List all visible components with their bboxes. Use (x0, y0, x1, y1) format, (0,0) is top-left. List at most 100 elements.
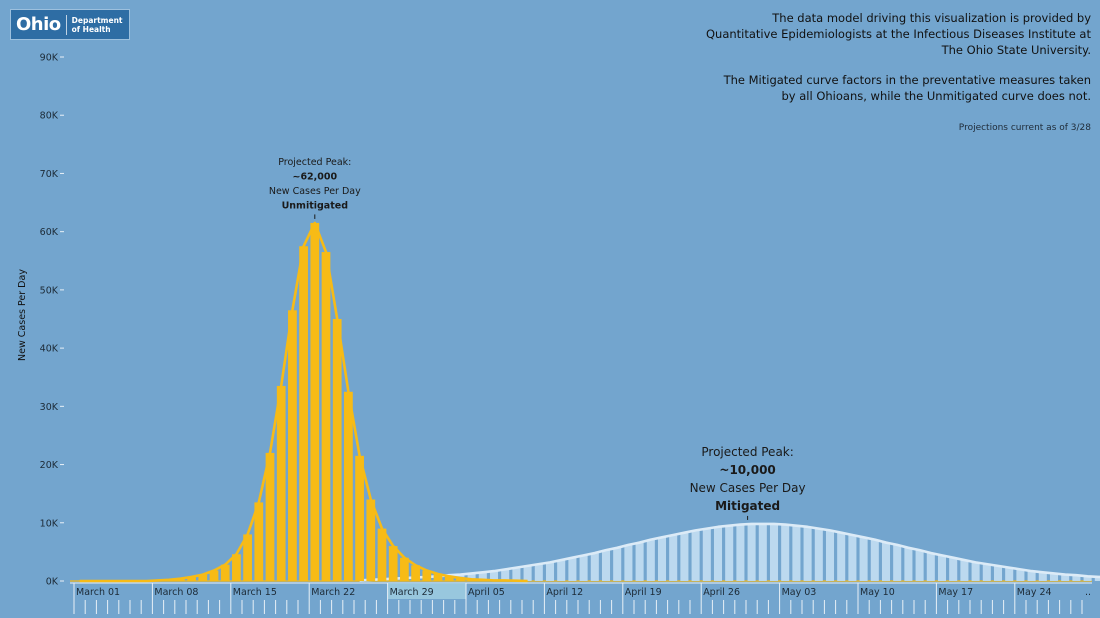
bar-unmitigated[interactable] (355, 455, 364, 581)
bar-unmitigated[interactable] (254, 502, 264, 581)
bar-mitigated[interactable] (669, 535, 678, 581)
bar-mitigated[interactable] (859, 537, 868, 581)
bar-unmitigated[interactable] (220, 564, 230, 581)
bar-mitigated[interactable] (624, 544, 633, 581)
bar-unmitigated[interactable] (400, 557, 409, 581)
bar-mitigated[interactable] (792, 525, 801, 581)
bar-unmitigated[interactable] (388, 546, 398, 581)
bar-unmitigated[interactable] (265, 452, 275, 581)
bar-mitigated[interactable] (1094, 576, 1100, 581)
bar-mitigated[interactable] (557, 560, 566, 581)
bar-mitigated[interactable] (512, 567, 521, 581)
x-tick-label[interactable]: March 08 (154, 587, 198, 598)
bar-mitigated[interactable] (702, 528, 711, 581)
bar-mitigated[interactable] (848, 535, 857, 581)
bar-unmitigated[interactable] (198, 574, 208, 581)
bar-mitigated[interactable] (478, 572, 487, 581)
bar-mitigated[interactable] (579, 555, 588, 581)
bar-unmitigated[interactable] (377, 528, 387, 581)
bar-unmitigated[interactable] (209, 570, 219, 581)
bar-mitigated[interactable] (691, 530, 700, 581)
bar-mitigated[interactable] (1038, 572, 1047, 581)
bar-mitigated[interactable] (545, 562, 555, 581)
bar-mitigated[interactable] (1049, 573, 1059, 581)
bar-mitigated[interactable] (870, 539, 879, 581)
bar-mitigated[interactable] (1061, 574, 1070, 581)
bar-mitigated[interactable] (1016, 569, 1025, 581)
x-axis-selected-week[interactable] (387, 583, 466, 599)
x-tick-label[interactable]: April 12 (546, 587, 583, 598)
x-tick-label[interactable]: March 22 (311, 587, 355, 598)
bar-mitigated[interactable] (825, 530, 835, 581)
bar-unmitigated[interactable] (411, 565, 420, 581)
bar-mitigated[interactable] (1072, 575, 1081, 581)
bar-unmitigated[interactable] (288, 310, 297, 581)
bar-mitigated[interactable] (960, 560, 969, 581)
x-tick-label[interactable]: March 01 (76, 587, 120, 598)
bar-mitigated[interactable] (769, 523, 779, 581)
x-tick-label[interactable]: April 05 (468, 587, 505, 598)
bar-mitigated[interactable] (971, 562, 980, 581)
bar-unmitigated[interactable] (321, 252, 331, 582)
bar-unmitigated[interactable] (456, 578, 465, 581)
mitigated-series[interactable] (355, 522, 1100, 582)
x-tick-label[interactable]: May 24 (1017, 587, 1052, 598)
bar-mitigated[interactable] (657, 537, 667, 581)
bar-mitigated[interactable] (803, 526, 812, 581)
bar-mitigated[interactable] (937, 555, 947, 581)
bar-unmitigated[interactable] (299, 246, 308, 581)
bar-mitigated[interactable] (904, 547, 913, 581)
x-tick-label[interactable]: May 03 (782, 587, 817, 598)
bar-mitigated[interactable] (725, 525, 734, 581)
bar-unmitigated[interactable] (310, 222, 320, 581)
bar-unmitigated[interactable] (187, 576, 196, 581)
x-tick-label[interactable]: May 17 (938, 587, 973, 598)
bar-unmitigated[interactable] (243, 534, 252, 581)
bar-mitigated[interactable] (982, 564, 991, 581)
bar-mitigated[interactable] (1005, 567, 1014, 581)
bar-unmitigated[interactable] (433, 574, 443, 581)
bar-mitigated[interactable] (993, 565, 1003, 581)
x-tick-label[interactable]: March 15 (233, 587, 277, 598)
bar-mitigated[interactable] (635, 542, 644, 581)
bar-unmitigated[interactable] (332, 319, 342, 581)
bar-mitigated[interactable] (747, 523, 756, 581)
bar-mitigated[interactable] (568, 557, 577, 581)
bar-mitigated[interactable] (814, 528, 823, 581)
x-axis[interactable]: March 01 March 08 March 15 March 22 March 29… (70, 582, 1092, 614)
bar-mitigated[interactable] (680, 532, 689, 581)
bar-mitigated[interactable] (534, 564, 543, 581)
bar-mitigated[interactable] (881, 542, 891, 581)
bar-unmitigated[interactable] (276, 385, 286, 581)
bar-mitigated[interactable] (758, 523, 767, 581)
bar-mitigated[interactable] (467, 573, 476, 581)
bar-mitigated[interactable] (736, 524, 745, 581)
x-tick-label[interactable]: .. (1085, 587, 1091, 598)
bar-mitigated[interactable] (501, 569, 510, 581)
x-tick-label[interactable]: April 19 (625, 587, 662, 598)
bar-mitigated[interactable] (590, 553, 599, 581)
bar-mitigated[interactable] (781, 524, 790, 581)
bar-mitigated[interactable] (523, 565, 532, 581)
bar-mitigated[interactable] (893, 544, 902, 581)
bar-unmitigated[interactable] (344, 391, 353, 581)
unmitigated-series[interactable] (79, 221, 528, 583)
bar-mitigated[interactable] (646, 539, 655, 581)
bar-mitigated[interactable] (1083, 576, 1092, 581)
bar-mitigated[interactable] (915, 550, 924, 581)
bar-mitigated[interactable] (926, 553, 935, 581)
bar-mitigated[interactable] (837, 532, 846, 581)
bar-unmitigated[interactable] (232, 554, 241, 581)
x-tick-label[interactable]: March 29 (390, 587, 434, 598)
bar-mitigated[interactable] (489, 571, 499, 581)
x-tick-label[interactable]: April 26 (703, 587, 740, 598)
bar-unmitigated[interactable] (366, 499, 376, 581)
x-tick-label[interactable]: May 10 (860, 587, 895, 598)
bar-mitigated[interactable] (1027, 571, 1036, 581)
bar-mitigated[interactable] (613, 547, 622, 581)
bar-unmitigated[interactable] (422, 570, 432, 581)
bar-mitigated[interactable] (601, 550, 611, 581)
bar-mitigated[interactable] (949, 557, 958, 581)
bar-mitigated[interactable] (713, 526, 723, 581)
bar-unmitigated[interactable] (444, 576, 454, 581)
